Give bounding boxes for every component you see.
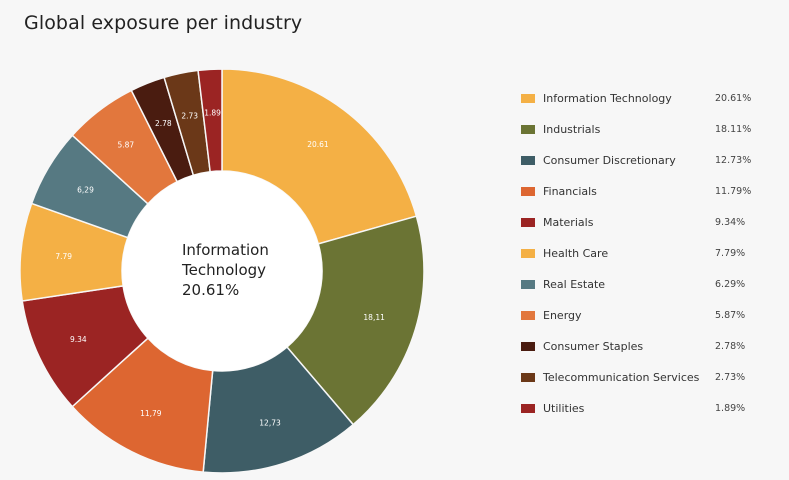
slice-value-label: 12,73	[259, 419, 281, 428]
legend-swatch	[521, 249, 535, 258]
slice-value-label: 9.34	[70, 335, 87, 344]
slice-value-label: 2.78	[155, 119, 172, 128]
legend-item[interactable]: Telecommunication Services 2.73%	[521, 362, 751, 393]
legend-label: Consumer Discretionary	[543, 154, 676, 167]
legend-swatch	[521, 342, 535, 351]
legend-value: 1.89%	[715, 403, 746, 414]
legend-item[interactable]: Health Care 7.79%	[521, 238, 751, 269]
legend-label: Energy	[543, 309, 582, 322]
legend-swatch	[521, 156, 535, 165]
donut-chart: 20.61 18,11 12,73 11,79 9.34 7.79 6,29 5.87 2.78…	[19, 68, 425, 474]
legend-swatch	[521, 373, 535, 382]
legend-swatch	[521, 125, 535, 134]
legend-swatch	[521, 404, 535, 413]
legend-label: Industrials	[543, 123, 601, 136]
legend-item[interactable]: Consumer Discretionary 12.73%	[521, 145, 751, 176]
legend-swatch	[521, 187, 535, 196]
slice-value-label: 6,29	[77, 185, 94, 194]
legend-value: 9.34%	[715, 217, 746, 228]
donut-hole	[122, 171, 322, 371]
center-label-line2: Technology	[182, 261, 267, 279]
legend-label: Real Estate	[543, 278, 606, 291]
legend-label: Telecommunication Services	[543, 371, 700, 384]
legend-label: Materials	[543, 216, 594, 229]
legend-item[interactable]: Industrials 18.11%	[521, 114, 751, 145]
legend-label: Health Care	[543, 247, 609, 260]
slice-value-label: 20.61	[307, 140, 329, 149]
legend-swatch	[521, 94, 535, 103]
legend-item[interactable]: Energy 5.87%	[521, 300, 751, 331]
legend-label: Consumer Staples	[543, 340, 644, 353]
legend-value: 7.79%	[715, 248, 746, 259]
legend: Information Technology 20.61% Industrials…	[521, 83, 751, 424]
slice-value-label: 5.87	[117, 140, 134, 149]
legend-label: Information Technology	[543, 92, 672, 105]
legend-swatch	[521, 218, 535, 227]
legend-item[interactable]: Consumer Staples 2.78%	[521, 331, 751, 362]
legend-value: 6.29%	[715, 279, 746, 290]
legend-value: 20.61%	[715, 93, 752, 104]
slice-value-label: 18,11	[363, 313, 385, 322]
legend-item[interactable]: Materials 9.34%	[521, 207, 751, 238]
center-label-line1: Information	[182, 241, 269, 259]
legend-value: 18.11%	[715, 124, 752, 135]
legend-label: Utilities	[543, 402, 585, 415]
legend-value: 12.73%	[715, 155, 752, 166]
legend-label: Financials	[543, 185, 597, 198]
slice-value-label: 11,79	[140, 409, 162, 418]
legend-item[interactable]: Information Technology 20.61%	[521, 83, 751, 114]
legend-value: 11.79%	[715, 186, 752, 197]
legend-swatch	[521, 280, 535, 289]
center-label-line3: 20.61%	[182, 281, 240, 299]
slice-value-label: 7.79	[55, 252, 72, 261]
legend-value: 2.73%	[715, 372, 746, 383]
legend-swatch	[521, 311, 535, 320]
chart-title: Global exposure per industry	[24, 12, 303, 34]
legend-item[interactable]: Real Estate 6.29%	[521, 269, 751, 300]
center-label: Information Technology 20.61%	[182, 240, 269, 300]
legend-value: 5.87%	[715, 310, 746, 321]
slice-value-label: 1.89	[204, 108, 221, 117]
legend-item[interactable]: Financials 11.79%	[521, 176, 751, 207]
legend-value: 2.78%	[715, 341, 746, 352]
legend-item[interactable]: Utilities 1.89%	[521, 393, 751, 424]
slice-value-label: 2.73	[181, 111, 198, 120]
